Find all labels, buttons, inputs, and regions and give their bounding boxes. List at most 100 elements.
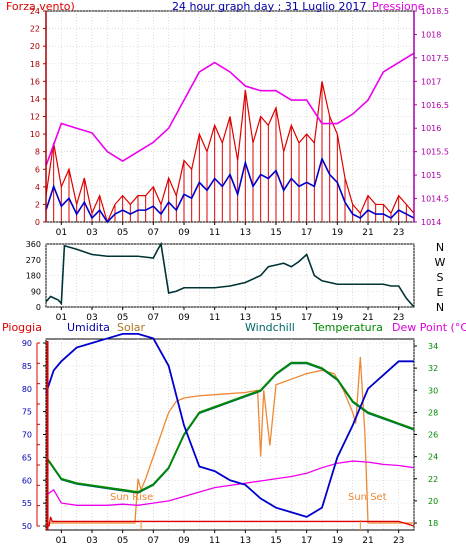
humidity-tick-label: 65 <box>22 453 32 462</box>
x-tick-label: 23 <box>393 536 404 546</box>
dewpoint-label: Dew Point (°C) <box>392 321 466 334</box>
x-tick-label: 17 <box>301 228 312 238</box>
x-tick-label: 07 <box>148 228 159 238</box>
sunrise-annotation: Sun Rise <box>110 492 153 503</box>
x-tick-label: 19 <box>332 228 344 238</box>
pressure-tick-label: 1016 <box>421 124 441 133</box>
pressure-tick-label: 1015 <box>421 171 441 180</box>
wind-direction-grid <box>45 243 415 308</box>
x-tick-label: 05 <box>117 228 128 238</box>
solar-series-line <box>46 357 414 524</box>
x-tick-label: 01 <box>56 228 67 238</box>
temperature-tick-label: 20 <box>428 497 438 506</box>
wind-tick-label: 20 <box>30 42 40 51</box>
x-tick-label: 21 <box>362 313 373 323</box>
temperature-tick-label: 24 <box>428 453 438 462</box>
humidity-tick-label: 60 <box>22 476 32 485</box>
x-tick-label: 23 <box>393 313 404 323</box>
pressure-tick-label: 1017.5 <box>421 54 449 63</box>
x-tick-label: 03 <box>86 313 97 323</box>
direction-tick-label: 0 <box>36 303 41 312</box>
humidity-series-line <box>45 332 414 518</box>
compass-label: N <box>436 301 444 314</box>
x-tick-label: 13 <box>240 228 251 238</box>
pressure-tick-label: 1018 <box>421 30 441 39</box>
wind-tick-label: 6 <box>35 165 40 174</box>
x-tick-label: 15 <box>270 313 281 323</box>
temperature-series-line <box>45 361 415 493</box>
x-tick-label: 17 <box>301 313 312 323</box>
humidity-tick-label: 75 <box>22 408 32 417</box>
compass-label: E <box>437 286 444 299</box>
solar-label: Solar <box>117 321 146 334</box>
humidity-tick-label: 70 <box>22 431 32 440</box>
direction-tick-label: 270 <box>26 256 41 265</box>
x-tick-label: 03 <box>86 228 97 238</box>
wind-tick-label: 14 <box>30 95 40 104</box>
x-tick-label: 13 <box>240 313 251 323</box>
compass-label: W <box>435 256 446 269</box>
temperature-humidity-series <box>45 332 415 530</box>
temperature-humidity-axes: 01 03 05 07 09 11 13 15 17 19 21 23 50 55 60 65 70 75 80 85… <box>22 339 438 546</box>
wind-tick-label: 12 <box>30 113 40 122</box>
x-tick-label: 11 <box>209 228 220 238</box>
umidita-label: Umidita <box>67 321 110 334</box>
direction-series-line <box>45 241 415 308</box>
humidity-tick-label: 90 <box>22 339 32 348</box>
humidity-tick-label: 50 <box>22 522 32 531</box>
direction-tick-label: 90 <box>31 287 41 296</box>
x-tick-label: 19 <box>332 536 344 546</box>
humidity-tick-label: 85 <box>22 362 32 371</box>
x-tick-label: 19 <box>332 313 344 323</box>
compass-label: S <box>437 271 444 284</box>
temperature-tick-label: 32 <box>428 364 438 373</box>
wind-average-line <box>45 156 415 224</box>
dewpoint-series-line <box>45 460 415 506</box>
x-tick-label: 13 <box>240 536 251 546</box>
windchill-label: Windchill <box>245 321 295 334</box>
x-tick-label: 21 <box>362 228 373 238</box>
temperature-tick-label: 18 <box>428 519 438 528</box>
x-tick-label: 15 <box>270 228 281 238</box>
wind-axis-label: Forza vento) <box>6 0 75 13</box>
wind-tick-label: 10 <box>30 130 40 139</box>
wind-pressure-chart: 01 03 05 07 09 11 13 15 17 19 21 23 0 24 6 8 10 12 14 16 18 2… <box>6 0 449 238</box>
x-tick-label: 03 <box>86 536 97 546</box>
pressure-tick-label: 1018.5 <box>421 7 449 16</box>
wind-direction-series <box>45 241 415 308</box>
compass-label: N <box>436 241 444 254</box>
wind-tick-label: 8 <box>35 148 40 157</box>
x-tick-label: 21 <box>362 536 373 546</box>
temperature-tick-label: 30 <box>428 386 438 395</box>
x-tick-label: 09 <box>178 313 190 323</box>
x-tick-label: 05 <box>117 536 128 546</box>
humidity-tick-label: 80 <box>22 385 32 394</box>
rain-series-line <box>46 516 415 527</box>
pioggia-label: Pioggia <box>2 321 42 334</box>
direction-tick-label: 360 <box>26 240 41 249</box>
humidity-tick-label: 55 <box>22 499 32 508</box>
temperature-tick-label: 28 <box>428 408 438 417</box>
x-tick-label: 09 <box>178 228 190 238</box>
temperatura-label: Temperatura <box>312 321 383 334</box>
sunset-annotation: Sun Set <box>348 492 387 503</box>
pressure-tick-label: 1017 <box>421 77 441 86</box>
pressure-tick-label: 1014 <box>421 218 441 227</box>
wind-tick-label: 4 <box>35 183 40 192</box>
temperature-tick-label: 22 <box>428 475 438 484</box>
wind-tick-label: 18 <box>30 60 40 69</box>
x-tick-label: 23 <box>393 228 404 238</box>
chart-title: 24 hour graph day : 31 Luglio 2017 <box>172 0 367 13</box>
pressure-axis-label: Pressione <box>372 0 425 13</box>
direction-tick-label: 180 <box>26 272 41 281</box>
wind-tick-label: 16 <box>30 77 40 86</box>
wind-tick-label: 0 <box>35 218 40 227</box>
temperature-tick-label: 26 <box>428 431 438 440</box>
pressure-tick-label: 1014.5 <box>421 195 449 204</box>
wind-tick-label: 24 <box>30 7 40 16</box>
x-tick-label: 09 <box>178 536 190 546</box>
x-tick-label: 01 <box>56 536 67 546</box>
x-tick-label: 01 <box>56 313 67 323</box>
